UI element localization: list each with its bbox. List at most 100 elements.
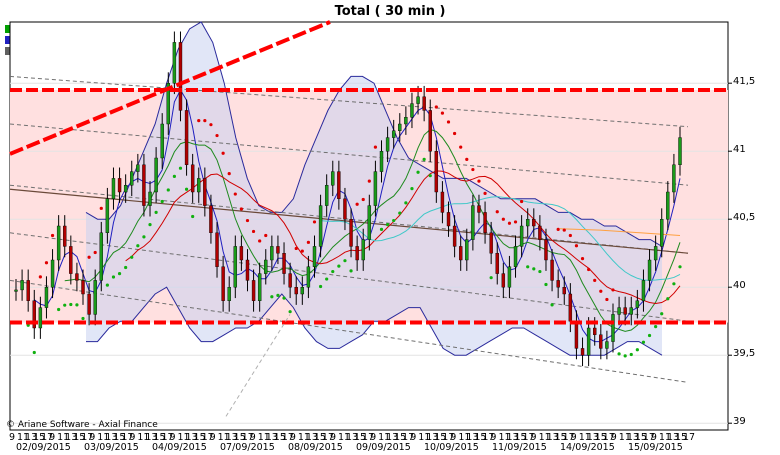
- sar-dot: [440, 111, 445, 115]
- candle: [209, 205, 213, 234]
- candle: [599, 334, 603, 349]
- x-hour-label: 13: [546, 432, 559, 443]
- candle: [239, 246, 244, 261]
- sar-dot: [251, 229, 256, 234]
- sar-dot: [593, 278, 597, 282]
- sar-dot: [50, 233, 55, 238]
- x-hour-label: 9: [410, 432, 417, 443]
- sar-dot: [562, 228, 566, 232]
- copyright-credit: © Ariane Software - Axial Finance: [6, 420, 158, 430]
- x-hour-label: 9: [570, 432, 577, 443]
- x-hour-label: 11: [538, 432, 551, 443]
- candle: [215, 232, 219, 268]
- x-hour-label: 15: [273, 432, 286, 443]
- x-hour-label: 17: [562, 432, 575, 443]
- candle: [38, 307, 43, 329]
- x-hour-label: 13: [65, 432, 78, 443]
- x-hour-label: 15: [594, 432, 607, 443]
- x-hour-label: 9: [530, 432, 537, 443]
- sar-dot: [209, 123, 213, 127]
- x-hour-label: 15: [554, 432, 567, 443]
- sar-dot: [239, 207, 243, 211]
- x-hour-label: 15: [153, 432, 166, 443]
- sar-dot: [556, 227, 560, 231]
- sar-dot: [349, 269, 353, 273]
- sar-dot: [532, 267, 536, 271]
- candle: [379, 150, 384, 172]
- x-hour-label: 15: [113, 432, 126, 443]
- x-hour-label: 9: [610, 432, 617, 443]
- sar-dot: [574, 244, 579, 248]
- x-hour-label: 13: [225, 432, 238, 443]
- sar-dot: [124, 265, 128, 270]
- candle: [154, 157, 158, 193]
- x-hour-label: 15: [354, 432, 367, 443]
- candle: [611, 314, 615, 342]
- sar-dot: [184, 187, 189, 191]
- candle: [653, 246, 658, 261]
- x-hour-label: 13: [586, 432, 599, 443]
- candle: [519, 225, 524, 247]
- candle: [550, 259, 554, 281]
- regression-line: [9, 188, 689, 254]
- candle: [337, 171, 341, 200]
- sar-dot: [635, 348, 639, 352]
- candle: [233, 246, 238, 288]
- candle: [440, 191, 445, 213]
- sar-dot: [453, 131, 457, 136]
- x-hour-label: 17: [281, 432, 294, 443]
- candle: [672, 164, 676, 193]
- candle: [349, 218, 353, 247]
- x-date-label: 08/09/2015: [288, 442, 343, 453]
- sar-dot: [178, 166, 183, 170]
- ma20-line: [64, 128, 681, 332]
- x-hour-label: 15: [634, 432, 647, 443]
- x-hour-label: 9: [129, 432, 136, 443]
- candle: [465, 239, 469, 261]
- x-hour-label: 17: [321, 432, 335, 443]
- candle: [166, 82, 170, 125]
- candle: [251, 280, 256, 301]
- candle: [63, 225, 67, 247]
- x-hour-label: 15: [474, 432, 487, 443]
- candle: [148, 191, 152, 206]
- sar-dot: [355, 202, 359, 206]
- candle: [489, 232, 493, 254]
- candle: [446, 212, 451, 227]
- x-hour-label: 13: [25, 432, 38, 443]
- sar-dot: [434, 105, 438, 109]
- sar-dot: [361, 197, 365, 202]
- x-hour-label: 9: [490, 432, 497, 443]
- x-hour-label: 11: [458, 432, 471, 443]
- sar-dot: [331, 269, 335, 274]
- sar-dot: [398, 211, 402, 215]
- legend-swatch: [5, 25, 13, 33]
- chart-title: Total ( 30 min ): [334, 4, 446, 19]
- candle: [111, 178, 116, 199]
- candle: [507, 266, 512, 288]
- candle: [495, 252, 499, 274]
- candle: [574, 321, 579, 349]
- sar-dot: [63, 303, 67, 307]
- candle: [312, 246, 317, 267]
- sar-dot: [587, 267, 591, 272]
- sar-dot: [245, 218, 250, 223]
- x-hour-label: 9: [169, 432, 176, 443]
- candle: [391, 130, 396, 138]
- candle: [227, 287, 231, 302]
- sar-dot: [312, 220, 317, 224]
- guide-line: [225, 314, 291, 417]
- x-hour-label: 15: [193, 432, 206, 443]
- y-tick-label: 40,5: [733, 212, 756, 224]
- x-date-label: 10/09/2015: [424, 442, 479, 453]
- x-date-label: 09/09/2015: [356, 442, 411, 453]
- y-tick-label: 40: [733, 280, 746, 292]
- sar-dot: [392, 218, 396, 223]
- sar-dot: [666, 297, 670, 301]
- candle: [56, 225, 61, 261]
- candle: [245, 259, 250, 281]
- x-hour-label: 11: [297, 432, 310, 443]
- sar-dot: [294, 246, 298, 251]
- candle: [367, 205, 372, 240]
